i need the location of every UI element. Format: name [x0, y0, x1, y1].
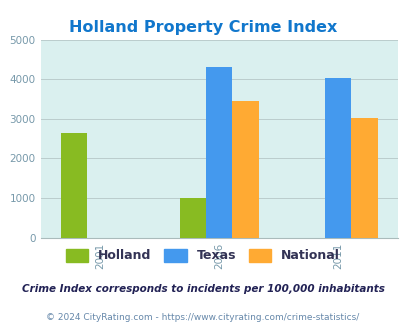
- Bar: [61, 133, 87, 238]
- Bar: [351, 117, 377, 238]
- Legend: Holland, Texas, National: Holland, Texas, National: [61, 244, 344, 268]
- Bar: [206, 67, 232, 238]
- Text: Holland Property Crime Index: Holland Property Crime Index: [68, 20, 337, 35]
- Bar: [324, 78, 351, 238]
- Text: Crime Index corresponds to incidents per 100,000 inhabitants: Crime Index corresponds to incidents per…: [21, 284, 384, 294]
- Bar: [232, 101, 258, 238]
- Bar: [179, 198, 206, 238]
- Text: © 2024 CityRating.com - https://www.cityrating.com/crime-statistics/: © 2024 CityRating.com - https://www.city…: [46, 313, 359, 322]
